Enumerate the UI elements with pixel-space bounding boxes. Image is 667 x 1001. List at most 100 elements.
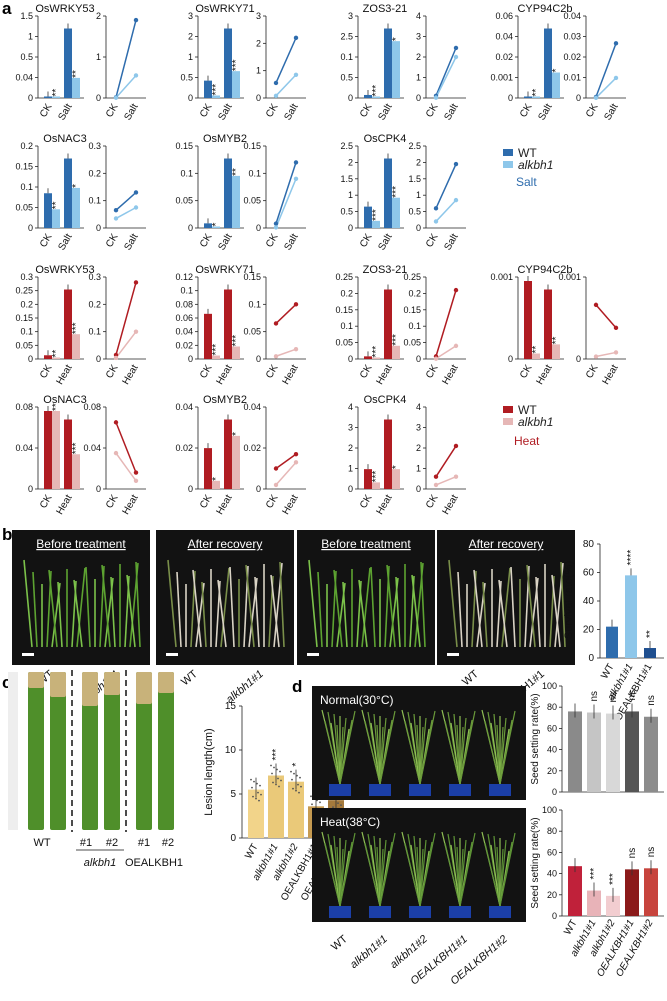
x-label-salt: Salt (282, 102, 300, 123)
survival-photo-4: After recoveryWTOEALKBH1#1 (437, 530, 575, 723)
gene-title: OsNAC3 (43, 394, 86, 406)
series-line-wt (275, 37, 297, 84)
x-label-ck: CK (198, 363, 215, 381)
bar-mut (212, 355, 220, 359)
seedling-blade (361, 567, 371, 648)
rice-leaf (364, 720, 381, 785)
line-y-tick-label: 0.15 (403, 305, 421, 315)
bar-mut (232, 175, 240, 228)
seedling-blade (386, 564, 396, 648)
significance-label: *** (608, 873, 619, 885)
x-label-salt: Salt (376, 232, 394, 253)
bar-wt (568, 866, 582, 916)
scale-bar (307, 653, 319, 656)
x-label-ck: CK (264, 232, 281, 250)
data-point (337, 802, 339, 805)
bar-mut (372, 357, 380, 359)
x-label-ck: CK (198, 102, 215, 120)
rice-leaf (490, 722, 501, 785)
bar-mut (392, 469, 400, 489)
series-point (133, 280, 139, 285)
rice-leaf (499, 710, 516, 785)
leaf (50, 672, 66, 830)
genotype-label-left: WT (179, 668, 200, 688)
bar-mut (52, 209, 60, 228)
x-tick-label: WT (562, 918, 579, 937)
series-line-mut (435, 345, 457, 360)
rice-leaf (444, 720, 461, 785)
data-point (277, 777, 279, 780)
line-y-tick-label: 0.03 (563, 32, 581, 42)
bar-wt (44, 96, 52, 98)
legend-mut-swatch (503, 418, 513, 425)
seedling-blade (457, 571, 463, 648)
series-point (293, 460, 299, 465)
x-label-ck: CK (584, 363, 601, 381)
series-point (453, 54, 459, 60)
bar-alkbh1-2 (606, 713, 620, 792)
x-label-ck: CK (518, 102, 535, 120)
bar-alkbh1-1 (268, 775, 284, 838)
line-y-tick-label: 0 (576, 354, 581, 364)
line-y-tick-label: 1 (416, 73, 421, 83)
bar-y-tick-label: 0.5 (180, 73, 193, 83)
x-label-ck: CK (424, 363, 441, 381)
bar-y-tick-label: 0.5 (340, 207, 353, 217)
photo-caption: Heat(38°C) (320, 815, 380, 829)
bar-y-tick-label: 0 (188, 484, 193, 494)
x-label-ck: CK (264, 102, 281, 120)
bar-y-tick-label: 0.15 (15, 162, 33, 172)
y-tick-label: 60 (547, 723, 557, 733)
seedling-blade (370, 566, 376, 648)
bar-y-tick-label: 0.06 (175, 313, 193, 323)
series-line-wt (595, 43, 617, 98)
heat-legend: WT alkbh1 Heat (503, 403, 553, 448)
data-point (271, 772, 273, 775)
rice-leaf (499, 839, 507, 907)
bar-wt (64, 158, 72, 228)
gene-title: OsWRKY53 (35, 264, 94, 276)
bar-wt (364, 469, 372, 489)
bar-wt (606, 626, 618, 658)
y-tick-label: 100 (542, 681, 557, 691)
photo-caption: Normal(30°C) (320, 693, 393, 707)
line-y-tick-label: 0.15 (243, 272, 261, 282)
data-point (332, 806, 334, 809)
y-tick-label: 10 (225, 745, 237, 756)
series-point (453, 443, 459, 449)
bar-y-tick-label: 0 (348, 354, 353, 364)
bar-wt (384, 158, 392, 228)
bar-y-tick-label: 0 (188, 93, 193, 103)
bar-mut (372, 220, 380, 228)
x-tick-label: WT (599, 662, 616, 681)
bar-mut (552, 72, 560, 98)
seedling-blade (279, 561, 285, 648)
seedling-blade (85, 566, 91, 648)
line-y-tick-label: 2.5 (408, 141, 421, 151)
rice-leaf (459, 839, 467, 907)
data-point (300, 785, 302, 788)
bar-y-tick-label: 0.05 (15, 203, 33, 213)
x-label-ck: CK (358, 363, 375, 381)
data-point (256, 782, 258, 785)
line-y-tick-label: 1 (256, 66, 261, 76)
rice-leaf (339, 839, 347, 907)
significance-label: ** (51, 350, 62, 358)
seedling-blade (526, 564, 536, 648)
rice-leaf (379, 839, 387, 907)
gene-title: OsMYB2 (203, 394, 247, 406)
seedling-blade (473, 569, 483, 648)
bar-wt (364, 206, 372, 228)
series-line-mut (115, 74, 137, 99)
salt-legend: WT alkbh1 Salt (503, 146, 553, 189)
bar-y-tick-label: 0.02 (495, 52, 513, 62)
bar-y-tick-label: 0 (28, 484, 33, 494)
bar-y-tick-label: 0.1 (20, 327, 33, 337)
series-point (273, 466, 279, 471)
scale-bar (22, 653, 34, 656)
significance-label: ** (231, 168, 242, 176)
data-point (252, 795, 254, 798)
bar-wt (204, 448, 212, 489)
